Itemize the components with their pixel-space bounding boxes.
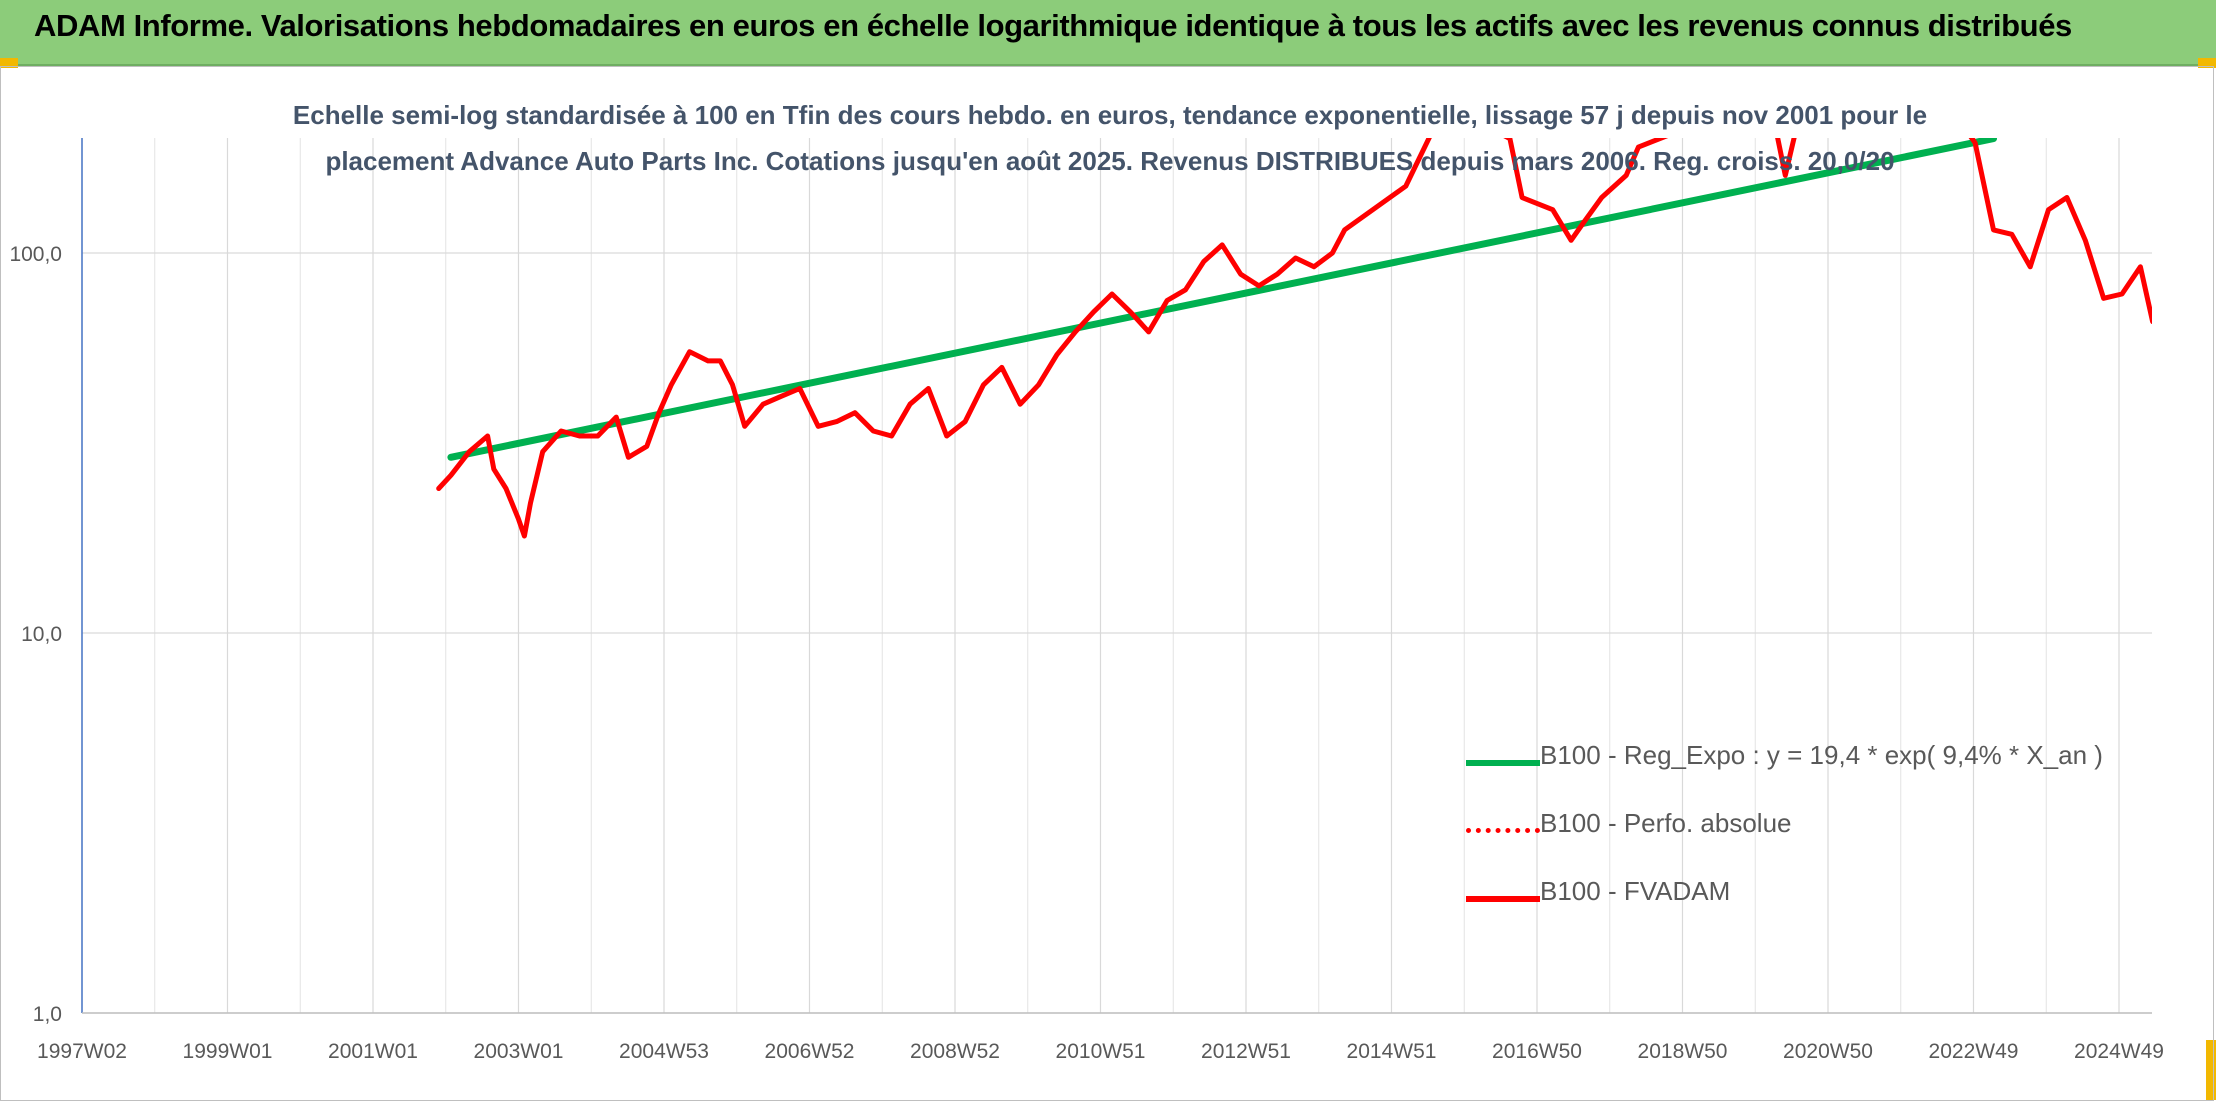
corner-marker-top-left <box>0 58 18 68</box>
x-tick-label: 2024W49 <box>2074 1040 2164 1063</box>
x-tick-label: 2001W01 <box>328 1040 418 1063</box>
x-tick-label: 1999W01 <box>183 1040 273 1063</box>
series-regression-line <box>447 138 1997 461</box>
x-tick-label: 2014W51 <box>1347 1040 1437 1063</box>
corner-marker-bottom-right <box>2206 1040 2216 1100</box>
tick-labels: 1997W02 1999W01 2001W01 2003W01 2004W53 2006W… <box>9 243 2164 1063</box>
corner-marker-top-right <box>2198 58 2216 68</box>
report-title: ADAM Informe. Valorisations hebdomadaire… <box>34 8 2072 43</box>
x-tick-label: 1997W02 <box>37 1040 127 1063</box>
y-tick-label: 10,0 <box>21 623 62 646</box>
legend-label-perfo: B100 - Perfo. absolue <box>1540 808 1792 838</box>
legend-label-fvadam: B100 - FVADAM <box>1540 876 1731 906</box>
x-tick-label: 2018W50 <box>1638 1040 1728 1063</box>
title-banner: ADAM Informe. Valorisations hebdomadaire… <box>0 0 2216 66</box>
x-tick-label: 2022W49 <box>1929 1040 2019 1063</box>
series-layer <box>436 138 2152 539</box>
y-tick-label: 1,0 <box>33 1003 62 1026</box>
x-tick-label: 2006W52 <box>765 1040 855 1063</box>
y-tick-label: 100,0 <box>9 243 62 266</box>
legend-swatch-perfo <box>1466 828 1540 833</box>
x-tick-label: 2016W50 <box>1492 1040 1582 1063</box>
x-tick-label: 2004W53 <box>619 1040 709 1063</box>
grid-lines <box>82 138 2152 1014</box>
x-tick-label: 2003W01 <box>474 1040 564 1063</box>
x-tick-label: 2008W52 <box>910 1040 1000 1063</box>
x-tick-label: 2012W51 <box>1201 1040 1291 1063</box>
chart-frame <box>0 66 2214 1101</box>
legend-swatch-regression <box>1466 760 1540 766</box>
series-fvadam-line <box>436 138 2152 539</box>
x-tick-label: 2020W50 <box>1783 1040 1873 1063</box>
legend-swatch-fvadam <box>1466 896 1540 902</box>
axes <box>81 138 2152 1014</box>
chart-title: Echelle semi-log standardisée à 100 en T… <box>292 100 1928 176</box>
legend-label-regression: B100 - Reg_Expo : y = 19,4 * exp( 9,4% *… <box>1540 740 2103 770</box>
x-tick-label: 2010W51 <box>1056 1040 1146 1063</box>
